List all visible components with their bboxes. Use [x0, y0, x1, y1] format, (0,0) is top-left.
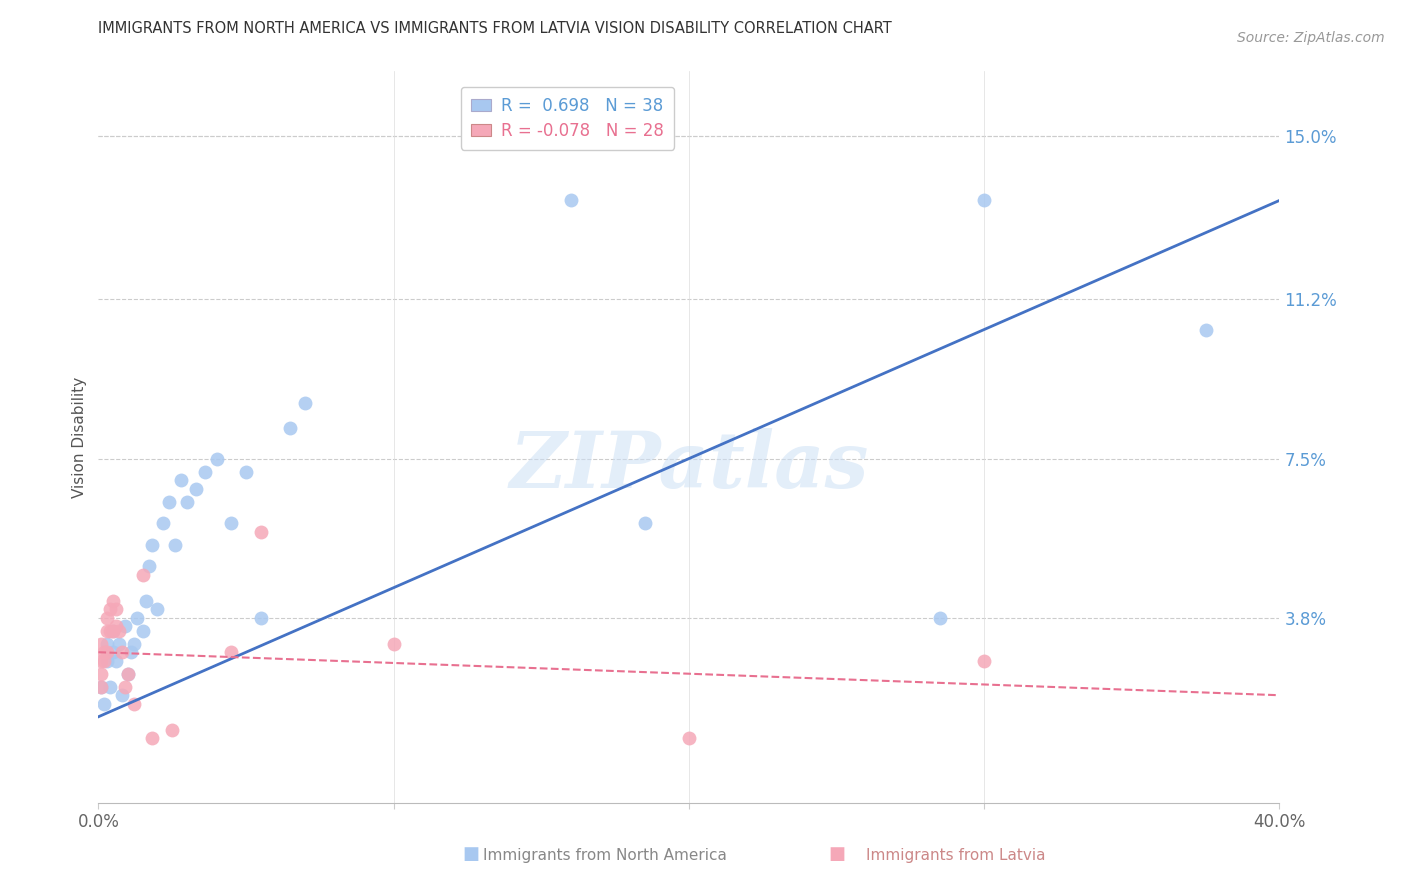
Point — [973, 194, 995, 208]
Point — [184, 482, 207, 496]
Point — [114, 619, 136, 633]
Point — [96, 624, 118, 638]
Text: IMMIGRANTS FROM NORTH AMERICA VS IMMIGRANTS FROM LATVIA VISION DISABILITY CORREL: IMMIGRANTS FROM NORTH AMERICA VS IMMIGRA… — [98, 21, 893, 36]
Point — [122, 697, 145, 711]
Point — [176, 494, 198, 508]
Point — [382, 637, 405, 651]
Point — [152, 516, 174, 530]
Point — [250, 611, 273, 625]
Point — [117, 666, 139, 681]
Point — [219, 645, 242, 659]
Point — [96, 654, 118, 668]
Point — [103, 645, 125, 659]
Point — [973, 654, 995, 668]
Point — [135, 593, 157, 607]
Point — [90, 666, 112, 681]
Point — [93, 697, 115, 711]
Point — [162, 723, 183, 737]
Point — [125, 611, 148, 625]
Point — [928, 611, 950, 625]
Text: Immigrants from Latvia: Immigrants from Latvia — [866, 848, 1046, 863]
Point — [105, 654, 128, 668]
Point — [90, 680, 112, 694]
Point — [678, 731, 700, 746]
Point — [170, 473, 193, 487]
Point — [250, 524, 273, 539]
Point — [114, 680, 136, 694]
Point — [96, 611, 118, 625]
Point — [90, 680, 112, 694]
Point — [93, 645, 115, 659]
Point — [111, 645, 134, 659]
Point — [111, 688, 134, 702]
Point — [93, 654, 115, 668]
Point — [96, 637, 118, 651]
Text: ZIPatlas: ZIPatlas — [509, 428, 869, 505]
Legend: R =  0.698   N = 38, R = -0.078   N = 28: R = 0.698 N = 38, R = -0.078 N = 28 — [461, 87, 673, 150]
Point — [105, 619, 128, 633]
Point — [108, 637, 131, 651]
Point — [138, 559, 160, 574]
Point — [1195, 322, 1218, 336]
Text: ■: ■ — [828, 846, 845, 863]
Point — [117, 666, 139, 681]
Point — [141, 538, 163, 552]
Point — [278, 421, 302, 435]
Point — [90, 654, 112, 668]
Text: Source: ZipAtlas.com: Source: ZipAtlas.com — [1237, 31, 1385, 45]
Point — [103, 593, 125, 607]
Point — [96, 645, 118, 659]
Text: ■: ■ — [463, 846, 479, 863]
Point — [98, 624, 121, 638]
Point — [103, 624, 125, 638]
Point — [165, 538, 187, 552]
Point — [132, 567, 155, 582]
Point — [141, 731, 163, 746]
Point — [103, 624, 125, 638]
Point — [157, 494, 180, 508]
Point — [120, 645, 142, 659]
Point — [108, 624, 131, 638]
Point — [122, 637, 145, 651]
Y-axis label: Vision Disability: Vision Disability — [72, 376, 87, 498]
Point — [98, 602, 121, 616]
Point — [98, 680, 121, 694]
Point — [235, 465, 257, 479]
Point — [633, 516, 655, 530]
Text: Immigrants from North America: Immigrants from North America — [482, 848, 727, 863]
Point — [560, 194, 582, 208]
Point — [90, 637, 112, 651]
Point — [146, 602, 169, 616]
Point — [219, 516, 242, 530]
Point — [194, 465, 217, 479]
Point — [294, 395, 316, 409]
Point — [205, 451, 228, 466]
Point — [132, 624, 155, 638]
Point — [105, 602, 128, 616]
